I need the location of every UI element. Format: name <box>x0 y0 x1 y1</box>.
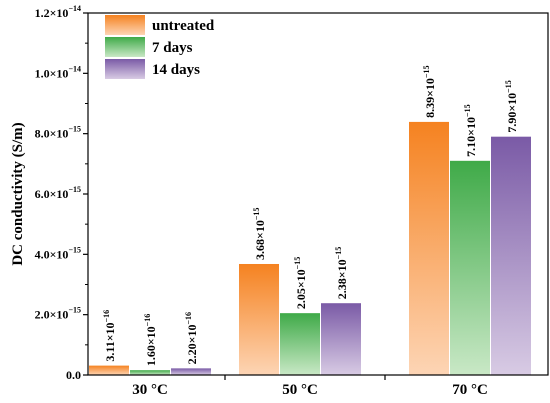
bar-7-days-30-c <box>130 370 170 375</box>
data-labels-layer: 3.11×10−16 1.60×10−16 2.20×10−16 3.68×10−15… <box>102 65 519 366</box>
axes-layer: 0.0 2.0×10−15 4.0×10−15 6.0×10−15 8.0×10−15 1… <box>35 4 549 398</box>
legend-label-14-days: 14 days <box>152 62 200 78</box>
legend-swatch-7-days <box>105 37 145 57</box>
bar-7-days-50-c <box>280 313 320 375</box>
data-label-7-days-50-c: 2.05×10−15 <box>293 257 308 309</box>
bar-untreated-30-c <box>89 365 129 375</box>
data-label-14-days-30-c: 2.20×10−16 <box>184 312 199 364</box>
y-axis-title: DC conductivity (S/m) <box>10 122 26 265</box>
x-tick-label-70-c: 70 °C <box>452 382 488 398</box>
data-label-7-days-70-c: 7.10×10−15 <box>463 104 478 156</box>
bar-14-days-30-c <box>171 368 211 375</box>
y-tick-label: 1.0×10−14 <box>35 64 81 80</box>
x-tick-label-50-c: 50 °C <box>282 382 318 398</box>
bar-14-days-70-c <box>491 136 531 375</box>
data-label-14-days-70-c: 7.90×10−15 <box>504 80 519 132</box>
y-tick-label: 1.2×10−14 <box>35 4 81 20</box>
data-label-14-days-50-c: 2.38×10−15 <box>334 247 349 299</box>
legend-swatch-14-days <box>105 59 145 79</box>
bar-7-days-70-c <box>450 160 490 375</box>
data-label-untreated-70-c: 8.39×10−15 <box>422 65 437 117</box>
legend: untreated 7 days 14 days <box>105 15 215 79</box>
legend-label-7-days: 7 days <box>152 40 193 56</box>
bar-14-days-50-c <box>321 303 361 375</box>
x-tick-label-30-c: 30 °C <box>132 382 168 398</box>
y-tick-label: 4.0×10−15 <box>35 245 81 261</box>
bar-untreated-70-c <box>409 121 449 375</box>
data-label-7-days-30-c: 1.60×10−16 <box>143 314 158 366</box>
y-tick-label: 0.0 <box>66 368 81 382</box>
bars-layer <box>89 121 531 375</box>
y-tick-label: 8.0×10−15 <box>35 125 81 141</box>
y-tick-label: 6.0×10−15 <box>35 185 81 201</box>
legend-label-untreated: untreated <box>152 18 215 34</box>
bar-untreated-50-c <box>239 263 279 375</box>
legend-swatch-untreated <box>105 15 145 35</box>
data-label-untreated-50-c: 3.68×10−15 <box>252 208 267 260</box>
data-label-untreated-30-c: 3.11×10−16 <box>102 310 117 362</box>
y-tick-label: 2.0×10−15 <box>35 306 81 322</box>
